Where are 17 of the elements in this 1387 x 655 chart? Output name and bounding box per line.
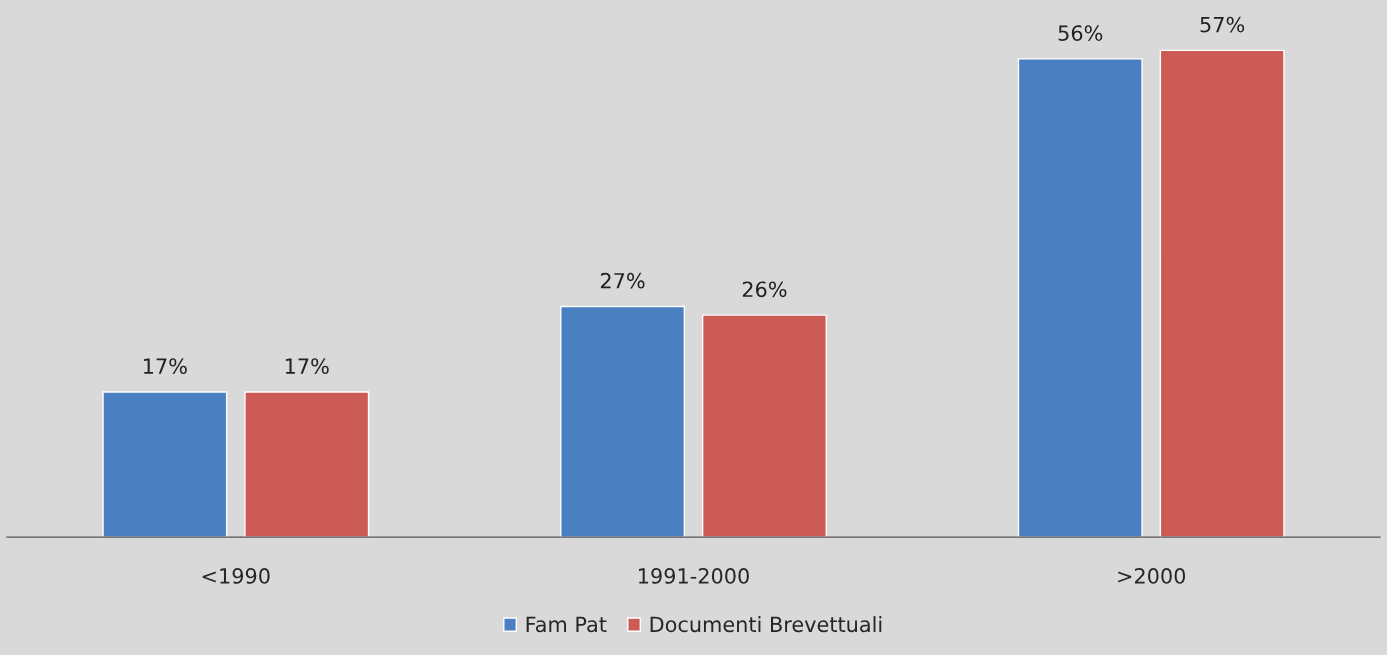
bar xyxy=(560,305,686,538)
bar xyxy=(102,391,228,538)
x-tick-label: >2000 xyxy=(1118,568,1186,584)
data-label: 17% xyxy=(285,358,329,375)
x-tick-label: <1990 xyxy=(202,568,270,584)
bar xyxy=(1017,58,1143,538)
bar xyxy=(1159,49,1285,538)
data-label: 17% xyxy=(143,358,187,375)
data-label: 56% xyxy=(1058,25,1103,41)
legend-label: Fam Pat xyxy=(526,616,607,633)
data-label: 57% xyxy=(1200,16,1245,33)
x-tick-label: 1991-2000 xyxy=(639,568,749,584)
bar xyxy=(244,391,370,538)
legend-label: Documenti Brevettuali xyxy=(650,616,882,633)
data-label: 26% xyxy=(742,281,787,298)
bar xyxy=(701,314,827,538)
data-label: 27% xyxy=(600,272,645,289)
